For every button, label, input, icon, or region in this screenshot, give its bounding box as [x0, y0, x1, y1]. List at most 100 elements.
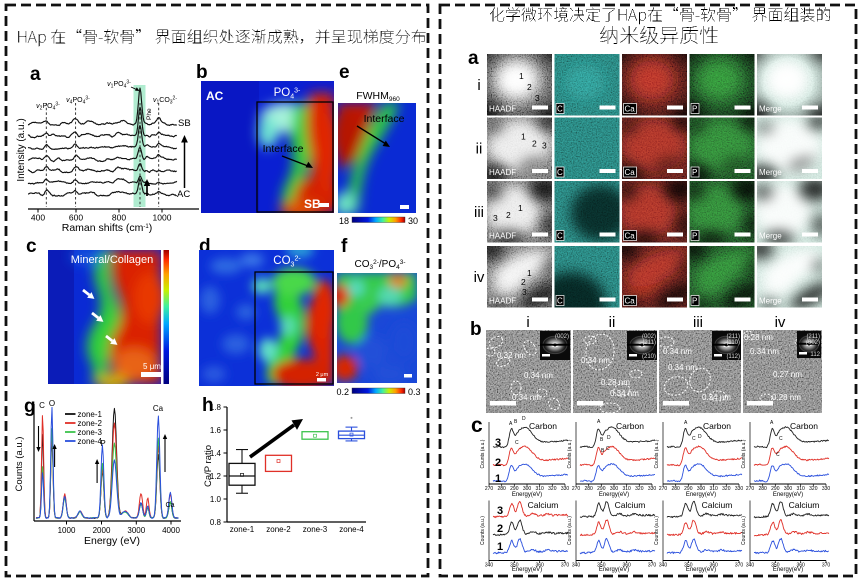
svg-text:2: 2	[506, 210, 511, 220]
svg-text:D: D	[698, 434, 702, 440]
svg-text:0.34 nm: 0.34 nm	[581, 356, 610, 365]
svg-text:300: 300	[610, 486, 619, 492]
svg-text:0.34 nm: 0.34 nm	[610, 389, 639, 398]
svg-text:1.0: 1.0	[210, 495, 222, 504]
svg-text:d: d	[199, 236, 211, 257]
svg-text:5 μm: 5 μm	[143, 362, 161, 371]
svg-text:Energy(eV): Energy(eV)	[512, 492, 542, 498]
svg-text:P: P	[692, 297, 697, 306]
svg-text:Counts (a.u.): Counts (a.u.)	[567, 516, 573, 545]
svg-text:AC: AC	[206, 89, 224, 103]
svg-text:1000: 1000	[153, 213, 172, 223]
svg-text:C: C	[776, 452, 780, 458]
svg-text:360: 360	[796, 563, 805, 569]
svg-text:h: h	[202, 395, 214, 416]
svg-text:zone-2: zone-2	[78, 419, 103, 428]
svg-text:Calcium: Calcium	[789, 500, 820, 510]
svg-text:18: 18	[339, 216, 349, 226]
svg-text:g: g	[24, 396, 36, 417]
svg-text:330: 330	[735, 486, 744, 492]
svg-text:C: C	[515, 440, 519, 446]
svg-text:300: 300	[784, 486, 793, 492]
svg-text:2: 2	[527, 82, 532, 92]
svg-text:0.28 nm: 0.28 nm	[601, 378, 630, 387]
svg-text:b: b	[196, 62, 208, 83]
svg-text:1.8: 1.8	[210, 403, 222, 412]
svg-text:0.34 nm: 0.34 nm	[668, 363, 697, 372]
svg-text:Ca: Ca	[153, 404, 164, 413]
svg-text:zone-4: zone-4	[78, 437, 103, 446]
svg-text:HAADF: HAADF	[489, 105, 516, 114]
svg-text:Energy (eV): Energy (eV)	[84, 535, 140, 547]
svg-text:310: 310	[796, 486, 805, 492]
svg-text:CO32-/PO43-: CO32-/PO43-	[354, 259, 405, 271]
svg-text:Energy(eV): Energy(eV)	[599, 492, 629, 498]
svg-text:290: 290	[597, 486, 606, 492]
svg-text:320: 320	[548, 486, 557, 492]
svg-text:3: 3	[535, 93, 540, 103]
svg-text:C: C	[557, 297, 563, 306]
svg-text:zone-1: zone-1	[230, 525, 255, 534]
svg-text:C: C	[557, 232, 563, 241]
svg-text:360: 360	[535, 563, 544, 569]
svg-text:(210): (210)	[642, 354, 656, 360]
svg-text:Energy(eV): Energy(eV)	[773, 567, 803, 573]
svg-text:SB: SB	[304, 197, 321, 211]
svg-text:1.2: 1.2	[210, 472, 222, 481]
svg-text:Calcium: Calcium	[615, 500, 646, 510]
svg-text:600: 600	[69, 213, 83, 223]
svg-text:A: A	[770, 420, 774, 426]
svg-text:Ca: Ca	[625, 232, 636, 241]
svg-text:SB: SB	[178, 118, 191, 129]
svg-text:(112): (112)	[726, 354, 740, 360]
svg-text:iii: iii	[693, 314, 703, 331]
svg-text:280: 280	[758, 486, 767, 492]
svg-text:Merge: Merge	[759, 297, 782, 306]
svg-text:P: P	[100, 439, 105, 448]
svg-text:B: B	[601, 448, 605, 454]
svg-text:zone-3: zone-3	[303, 525, 328, 534]
svg-text:Merge: Merge	[759, 232, 782, 241]
svg-text:0.3: 0.3	[408, 387, 421, 397]
svg-text:Counts (a.u.): Counts (a.u.)	[480, 439, 486, 468]
svg-text:A: A	[684, 420, 688, 426]
svg-text:D: D	[607, 435, 611, 441]
svg-text:iv: iv	[474, 269, 485, 286]
svg-text:Energy(eV): Energy(eV)	[686, 492, 716, 498]
svg-text:D: D	[522, 416, 526, 422]
svg-text:B: B	[600, 437, 604, 443]
svg-text:310: 310	[709, 486, 718, 492]
svg-text:2: 2	[521, 277, 526, 287]
svg-text:Energy(eV): Energy(eV)	[512, 567, 542, 573]
svg-text:P: P	[692, 105, 697, 114]
svg-text:340: 340	[659, 563, 668, 569]
svg-text:(110): (110)	[726, 340, 740, 346]
svg-text:0.2: 0.2	[336, 387, 349, 397]
svg-text:Mineral/Collagen: Mineral/Collagen	[71, 254, 154, 266]
svg-text:3: 3	[522, 287, 527, 297]
svg-text:0.32 nm: 0.32 nm	[497, 351, 526, 360]
svg-text:Ca: Ca	[625, 168, 636, 177]
svg-text:0.34 nm: 0.34 nm	[702, 393, 731, 402]
svg-text:280: 280	[584, 486, 593, 492]
svg-text:300: 300	[697, 486, 706, 492]
svg-text:Counts (a.u.): Counts (a.u.)	[654, 439, 660, 468]
svg-text:280: 280	[497, 486, 506, 492]
svg-text:Calcium: Calcium	[702, 500, 733, 510]
svg-text:Ca/P ratio: Ca/P ratio	[203, 445, 214, 487]
svg-text:C: C	[39, 401, 45, 410]
svg-text:360: 360	[709, 563, 718, 569]
svg-text:Intensity (a.u.): Intensity (a.u.)	[16, 118, 27, 181]
svg-text:(211): (211)	[726, 334, 740, 340]
svg-text:330: 330	[648, 486, 657, 492]
svg-text:1.6: 1.6	[210, 426, 222, 435]
svg-text:Counts (a.u.): Counts (a.u.)	[741, 439, 747, 468]
svg-text:1.4: 1.4	[210, 449, 222, 458]
svg-text:O: O	[49, 399, 55, 408]
svg-text:Carbon: Carbon	[790, 421, 818, 431]
svg-text:0.28 nm: 0.28 nm	[744, 333, 773, 342]
svg-text:290: 290	[684, 486, 693, 492]
svg-text:0.34 nm: 0.34 nm	[663, 347, 692, 356]
svg-text:270: 270	[746, 486, 755, 492]
svg-text:2 μm: 2 μm	[316, 372, 329, 378]
